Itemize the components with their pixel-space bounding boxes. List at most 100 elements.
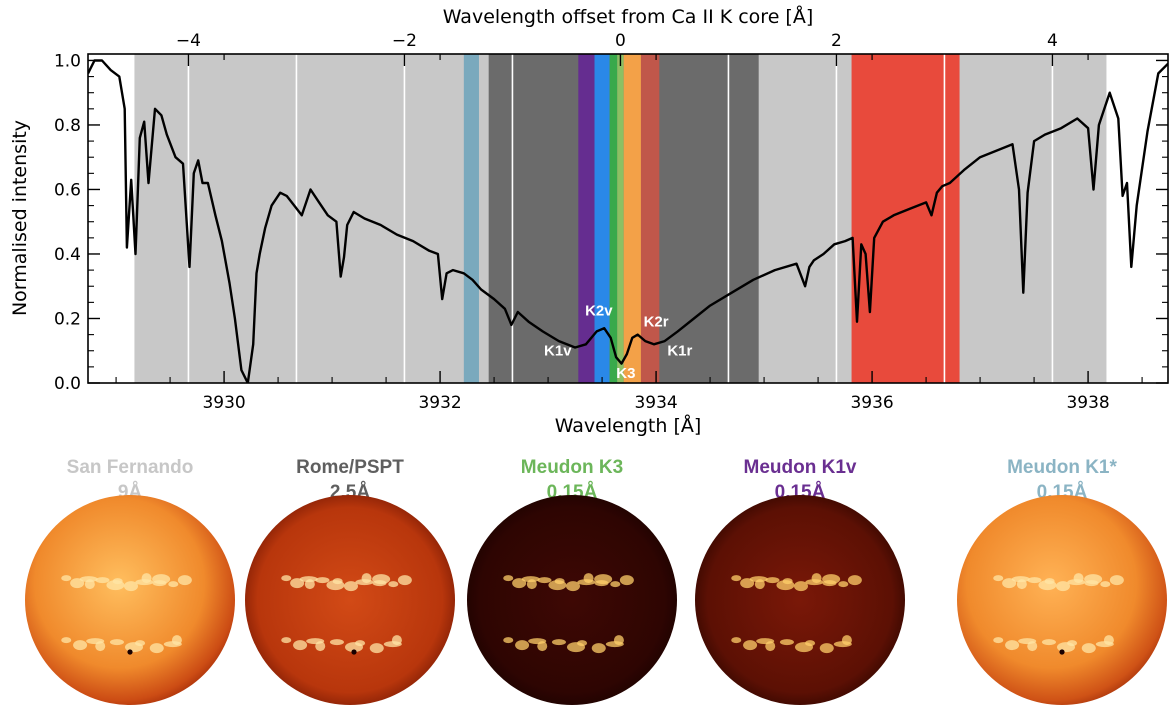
y-tick-label: 1.0 <box>54 51 81 71</box>
plage-region <box>1067 640 1078 647</box>
y-tick-label: 0.4 <box>54 245 81 265</box>
sunspot <box>351 649 357 655</box>
plage-region <box>329 639 344 646</box>
y-tick-label: 0.8 <box>54 116 81 136</box>
plage-region <box>740 578 755 589</box>
band-6 <box>609 54 618 383</box>
plage-region <box>293 640 308 651</box>
plage-region <box>537 641 548 652</box>
plage-region <box>1002 578 1017 589</box>
y-tick-label: 0.6 <box>54 180 81 200</box>
plage-region <box>388 581 399 588</box>
x-tick-label: 3932 <box>418 393 461 413</box>
plage-region <box>503 637 514 644</box>
band-2 <box>463 54 479 383</box>
band-7 <box>617 54 624 383</box>
solar-disk-image <box>695 495 905 705</box>
disk-title: Meudon K3 <box>521 457 623 478</box>
plage-region <box>369 643 384 654</box>
band-label-k2r: K2r <box>644 314 669 331</box>
plage-region <box>281 575 292 582</box>
plage-region <box>177 575 192 586</box>
y-tick-label: 0.2 <box>54 309 81 329</box>
plage-region <box>537 577 552 584</box>
plage-region <box>397 575 412 586</box>
solar-disk-image <box>957 495 1167 705</box>
plage-region <box>512 578 527 589</box>
plage-region <box>168 581 179 588</box>
plage-region <box>731 575 742 582</box>
plage-region <box>743 640 758 651</box>
plage-region <box>332 578 343 585</box>
plage-region <box>765 577 780 584</box>
plage-region <box>794 581 808 592</box>
x-tick-label: 3934 <box>634 393 677 413</box>
y-axis-label: Normalised intensity <box>9 120 31 316</box>
plage-region <box>841 635 852 646</box>
x2-tick-label: 4 <box>1047 31 1058 51</box>
plage-region <box>73 640 88 651</box>
y-axis: 0.0 0.2 0.4 0.6 0.8 1.0 <box>54 51 1168 394</box>
x-tick-label: 3936 <box>850 393 893 413</box>
plage-region <box>304 579 315 590</box>
disk-title: Rome/PSPT <box>296 457 404 478</box>
solar-disk-image <box>467 495 677 705</box>
disk-title: Meudon K1* <box>1007 457 1117 478</box>
solar-disk-image <box>245 495 455 705</box>
plage-region <box>1005 640 1020 651</box>
plage-region <box>577 640 588 647</box>
plage-region <box>95 641 106 652</box>
x-axis-label: Wavelength [Å] <box>555 414 702 437</box>
plage-region <box>847 575 862 586</box>
plage-region <box>361 573 372 584</box>
band-label-k3: K3 <box>616 365 635 382</box>
plage-region <box>526 579 537 590</box>
plage-region <box>993 637 1004 644</box>
plage-region <box>594 574 613 585</box>
disk-panel-4: Meudon K1*0.15Å <box>957 457 1167 705</box>
plage-region <box>838 581 849 588</box>
plage-region <box>1016 579 1027 590</box>
x2-axis: −4 −2 0 2 4 <box>176 31 1058 66</box>
plage-region <box>149 643 164 654</box>
plage-region <box>819 643 834 654</box>
band-4 <box>578 54 595 383</box>
plage-region <box>782 578 793 585</box>
plage-region <box>610 581 621 588</box>
x-tick-label: 3938 <box>1066 393 1109 413</box>
plage-region <box>109 639 124 646</box>
plage-region <box>993 575 1004 582</box>
plage-region <box>1027 641 1038 652</box>
plage-region <box>290 578 305 589</box>
plage-region <box>61 637 72 644</box>
plage-region <box>315 641 326 652</box>
plage-region <box>135 640 146 647</box>
disk-title: San Fernando <box>67 457 194 478</box>
plage-region <box>811 573 822 584</box>
plage-region <box>754 579 765 590</box>
solar-disk-image <box>25 495 235 705</box>
x2-tick-label: −4 <box>176 31 201 51</box>
plage-region <box>112 578 123 585</box>
plage-region <box>1041 639 1056 646</box>
plage-region <box>355 640 366 647</box>
plage-region <box>1084 574 1103 585</box>
plage-region <box>619 575 634 586</box>
wavelength-bands <box>134 54 1107 383</box>
plage-region <box>61 575 72 582</box>
plage-region <box>152 574 171 585</box>
plage-region <box>779 639 794 646</box>
y-tick-label: 0.0 <box>54 374 81 394</box>
plage-region <box>503 575 514 582</box>
sunspot <box>127 649 133 655</box>
plage-region <box>1081 643 1096 654</box>
plage-region <box>124 581 138 592</box>
band-8 <box>623 54 641 383</box>
plage-region <box>515 640 530 651</box>
plage-region <box>551 639 566 646</box>
disk-title: Meudon K1v <box>744 457 857 478</box>
band-labels: K1v K2v K3 K2r K1r <box>544 302 692 382</box>
series-line-spectrum <box>88 59 1168 383</box>
band-label-k1v: K1v <box>544 343 572 360</box>
